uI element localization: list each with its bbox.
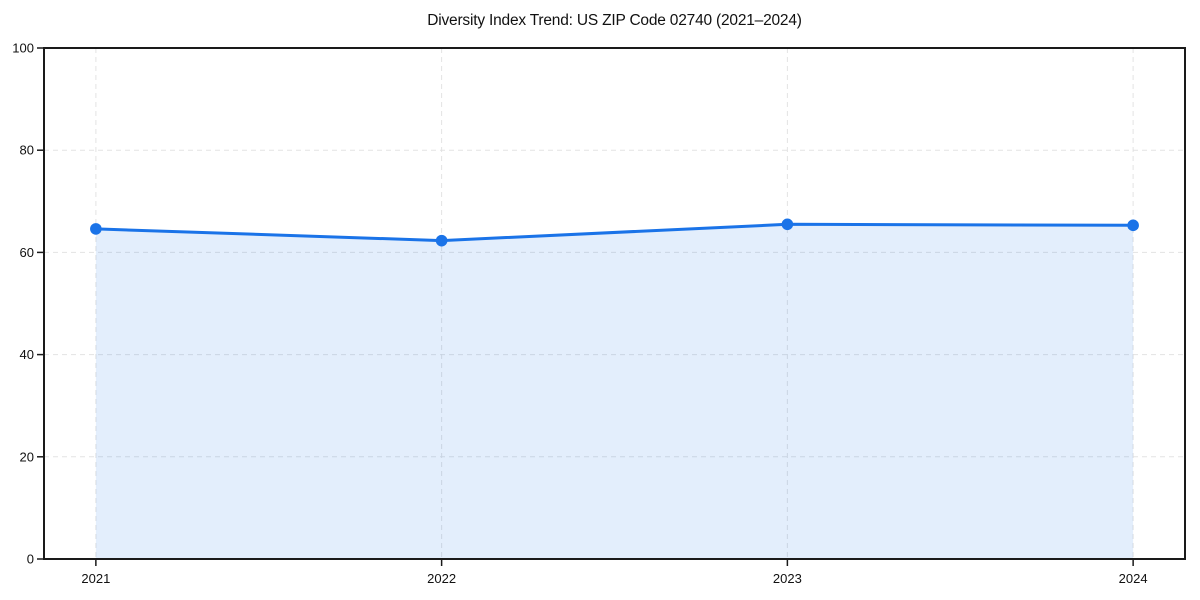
y-tick-label: 80 bbox=[20, 143, 34, 158]
x-tick-label: 2022 bbox=[427, 571, 456, 586]
area-fill bbox=[95, 224, 1134, 560]
x-tick-label: 2023 bbox=[773, 571, 802, 586]
y-tick-label: 0 bbox=[27, 552, 34, 567]
data-point bbox=[435, 234, 448, 247]
plot-border bbox=[43, 47, 1186, 560]
data-point bbox=[90, 223, 102, 235]
x-tick-label: 2021 bbox=[81, 571, 110, 586]
y-tick-label: 60 bbox=[20, 245, 34, 260]
data-point bbox=[1127, 219, 1139, 232]
trend-line bbox=[94, 222, 1135, 243]
chart-title: Diversity Index Trend: US ZIP Code 02740… bbox=[427, 12, 802, 29]
x-tick-label: 2024 bbox=[1119, 571, 1148, 586]
y-tick-label: 100 bbox=[12, 41, 34, 56]
y-tick-label: 40 bbox=[20, 347, 34, 362]
y-tick-label: 20 bbox=[20, 449, 34, 464]
data-point bbox=[781, 218, 794, 231]
